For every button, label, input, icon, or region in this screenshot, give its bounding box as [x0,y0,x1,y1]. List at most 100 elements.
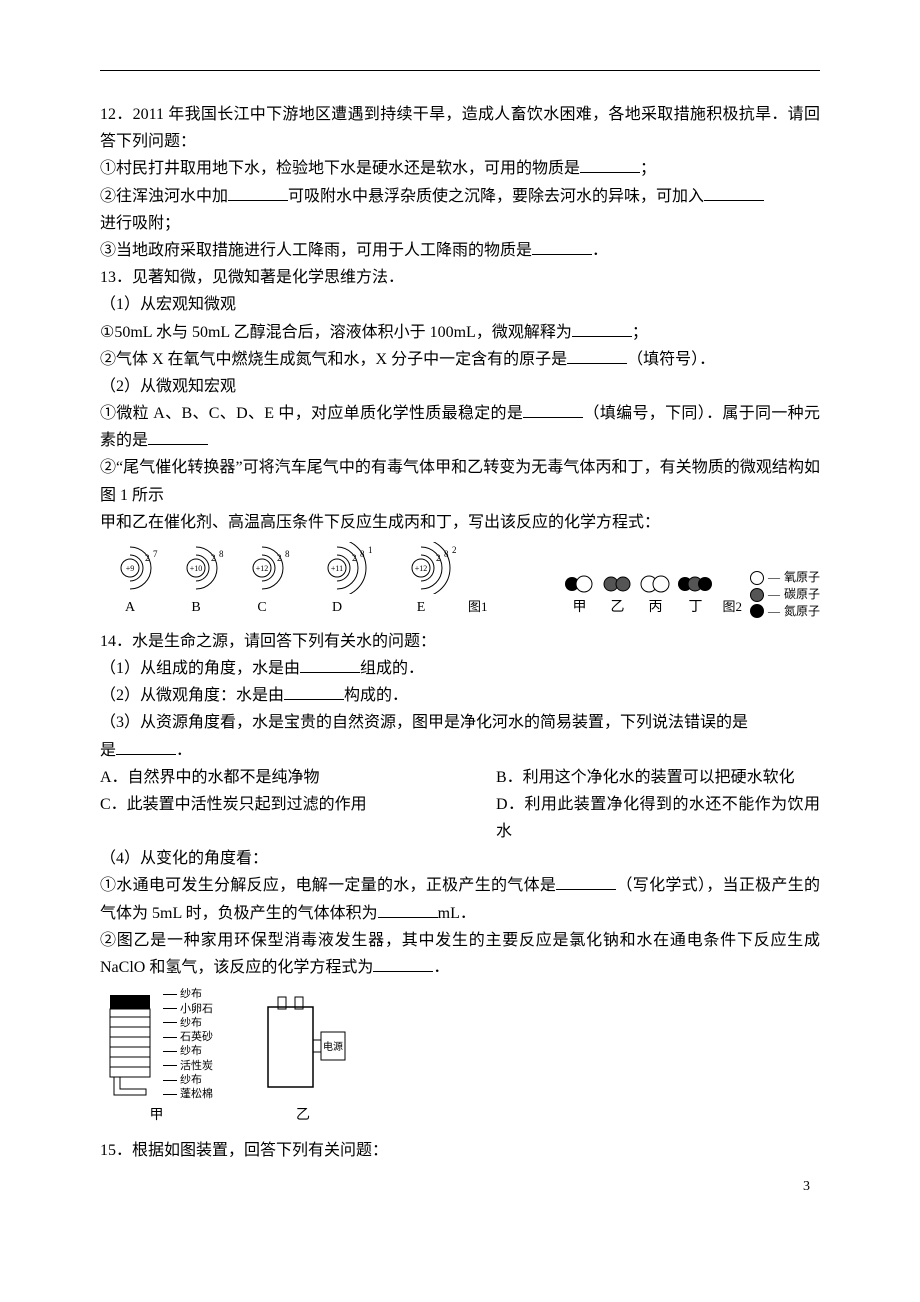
q14-optD: D．利用此装置净化得到的水还不能作为饮用水 [496,791,820,845]
page-number: 3 [803,1179,810,1195]
atom-label: D [332,596,342,620]
layer-label: 蓬松棉 [160,1087,213,1101]
atom-label: B [191,596,200,620]
q14-optC: C．此装置中活性炭只起到过滤的作用 [100,791,496,845]
layer-label: 纱布 [160,1016,213,1030]
svg-text:+11: +11 [331,564,343,573]
q14-opts-cd: C．此装置中活性炭只起到过滤的作用 D．利用此装置净化得到的水还不能作为饮用水 [100,791,820,845]
legend-dot-c [750,588,764,602]
svg-text:1: 1 [368,545,373,555]
q13-p2-3: 甲和乙在催化剂、高温高压条件下反应生成丙和丁，写出该反应的化学方程式： [100,509,820,536]
device-yi-caption: 乙 [296,1104,310,1128]
mol-label: 乙 [610,596,624,620]
layer-label: 活性炭 [160,1059,213,1073]
atom-B: +1028B [166,542,226,620]
blank [300,656,360,673]
svg-text:+12: +12 [256,564,269,573]
q14-p4-2a: ②图乙是一种家用环保型消毒液发生器，其中发生的主要反应是氯化钠和水在通电条件下反… [100,932,820,976]
layer-label: 纱布 [160,987,213,1001]
fig2-label: 图2 [722,596,742,618]
molecule-ding: 丁 [676,572,714,620]
fig1-label: 图1 [468,596,488,618]
q14-stem: 14．水是生命之源，请回答下列有关水的问题： [100,628,820,655]
atom-label: E [417,596,426,620]
legend-n-label: 氮原子 [784,603,820,620]
q13-p2: （2）从微观知宏观 [100,373,820,400]
q14-optB: B．利用这个净化水的装置可以把硬水软化 [496,764,820,791]
q14-optA: A．自然界中的水都不是纯净物 [100,764,496,791]
device-yi-inner-label: 电源 [323,1040,343,1053]
legend-o: —氧原子 [750,569,820,586]
q12-item2: ②往浑浊河水中加可吸附水中悬浮杂质使之沉降，要除去河水的异味，可加入 [100,183,820,210]
molecule-bing: 丙 [638,572,672,620]
q13-p1-2: ②气体 X 在氧气中燃烧生成氮气和水，X 分子中一定含有的原子是（填符号）． [100,346,820,373]
blank [228,184,288,201]
device-jia: 纱布小卵石纱布石英砂纱布活性炭纱布蓬松棉 甲 [100,987,213,1127]
q15-stem: 15．根据如图装置，回答下列有关问题： [100,1137,820,1164]
legend: —氧原子 —碳原子 —氮原子 [750,569,820,619]
blank [116,738,176,755]
molecule-jia: 甲 [562,572,596,620]
legend-o-label: 氧原子 [784,569,820,586]
layer-label: 石英砂 [160,1030,213,1044]
q14-p1a: （1）从组成的角度，水是由 [100,660,300,677]
atom-E: +12282E [382,542,460,620]
blank [378,901,438,918]
q14-p1: （1）从组成的角度，水是由 组成的． [100,655,820,682]
q14-p3-blank: 是． [100,737,820,764]
atom-label: C [257,596,266,620]
atoms: +927A+1028B+1228C+11281D+12282E [100,542,460,620]
q14-p4-1c: mL． [438,905,476,922]
blank [523,401,583,418]
mol-label: 丁 [688,596,702,620]
svg-text:+12: +12 [415,564,428,573]
q14-opts-ab: A．自然界中的水都不是纯净物 B．利用这个净化水的装置可以把硬水软化 [100,764,820,791]
q14-p4-1a: ①水通电可发生分解反应，电解一定量的水，正极产生的气体是 [100,877,556,894]
device-jia-layers: 纱布小卵石纱布石英砂纱布活性炭纱布蓬松棉 [160,987,213,1101]
q12-i3a: ③当地政府采取措施进行人工降雨，可用于人工降雨的物质是 [100,242,532,259]
device-yi: 电源 乙 [253,992,353,1128]
q13-p1-1a: ①50mL 水与 50mL 乙醇混合后，溶液体积小于 100mL，微观解释为 [100,324,572,341]
svg-text:8: 8 [285,549,290,559]
q14-p3b: ． [176,742,192,759]
legend-c: —碳原子 [750,586,820,603]
q14-p1b: 组成的． [360,660,424,677]
q12-stem: 12．2011 年我国长江中下游地区遭遇到持续干旱，造成人畜饮水困难，各地采取措… [100,101,820,155]
svg-text:2: 2 [452,545,457,555]
q12-i1a: ①村民打井取用地下水，检验地下水是硬水还是软水，可用的物质是 [100,160,580,177]
legend-c-label: 碳原子 [784,586,820,603]
svg-text:7: 7 [153,549,158,559]
atom-D: +11281D [298,542,376,620]
mol-label: 丙 [648,596,662,620]
devices: 纱布小卵石纱布石英砂纱布活性炭纱布蓬松棉 甲 电源 乙 [100,987,820,1127]
svg-text:+9: +9 [126,564,135,573]
q12-item3: ③当地政府采取措施进行人工降雨，可用于人工降雨的物质是． [100,237,820,264]
blank [704,184,764,201]
q13-p1-2a: ②气体 X 在氧气中燃烧生成氮气和水，X 分子中一定含有的原子是 [100,351,567,368]
q13-p1: （1）从宏观知微观 [100,291,820,318]
molecule-bing-icon [638,572,672,596]
q13-p1-1: ①50mL 水与 50mL 乙醇混合后，溶液体积小于 100mL，微观解释为 ； [100,319,820,346]
device-jia-caption: 甲 [150,1104,164,1128]
atom-label: A [125,596,135,620]
molecule-yi-icon [600,572,634,596]
q14-p2: （2）从微观角度：水是由构成的． [100,682,820,709]
svg-text:8: 8 [219,549,224,559]
layer-label: 纱布 [160,1073,213,1087]
q12-i2c: 进行吸附； [100,210,820,237]
atom-C: +1228C [232,542,292,620]
q13-p1-1b: ； [632,324,648,341]
blank [556,873,616,890]
svg-text:+10: +10 [190,564,203,573]
q14-p3: （3）从资源角度看，水是宝贵的自然资源，图甲是净化河水的简易装置，下列说法错误的… [100,709,820,736]
blank [148,428,208,445]
content: 12．2011 年我国长江中下游地区遭遇到持续干旱，造成人畜饮水困难，各地采取措… [100,101,820,1165]
blank [373,955,433,972]
blank [580,156,640,173]
blank [532,238,592,255]
mol-label: 甲 [572,596,586,620]
layer-label: 纱布 [160,1044,213,1058]
molecule-ding-icon [676,572,714,596]
layer-label: 小卵石 [160,1002,213,1016]
blank [572,320,632,337]
